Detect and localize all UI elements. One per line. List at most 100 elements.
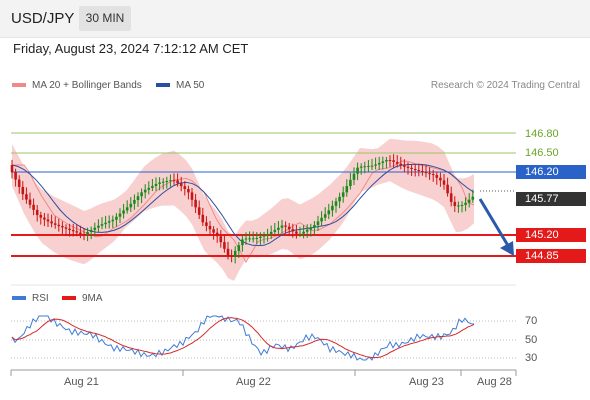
candle-body: [262, 235, 266, 237]
candle-body: [133, 200, 136, 204]
candle-body: [230, 255, 233, 257]
rsi-tick-70: 70: [525, 315, 538, 327]
candle-body: [194, 199, 197, 208]
candle-body: [457, 205, 460, 207]
candle-body: [338, 196, 341, 202]
rsi-ma-swatch: [62, 296, 76, 301]
candle-body: [169, 180, 172, 182]
candle-body: [89, 229, 93, 233]
level-label-r2: 146.80: [525, 128, 559, 140]
candle-body: [273, 229, 277, 232]
candle-body: [323, 214, 327, 218]
candle-body: [79, 232, 82, 234]
candle-body: [53, 223, 57, 225]
candle-body: [467, 199, 471, 203]
candle-body: [417, 169, 421, 171]
legend-bollinger: MA 20 + Bollinger Bands: [12, 80, 142, 91]
candle-body: [39, 214, 43, 218]
candle-body: [403, 165, 406, 167]
candle-body: [266, 233, 269, 236]
candle-body: [464, 202, 467, 206]
candle-body: [35, 209, 39, 215]
candle-body: [309, 227, 313, 230]
level-tag-pivot: 146.20: [516, 165, 586, 179]
candlesticks: [10, 154, 475, 264]
candle-body: [392, 160, 395, 162]
timeframe-button[interactable]: 30 MIN: [79, 6, 131, 31]
candle-body: [111, 219, 115, 222]
x-label-aug21: Aug 21: [64, 376, 99, 388]
candle-body: [179, 183, 183, 187]
symbol-label: USD/JPY: [11, 10, 75, 27]
candle-body: [201, 214, 205, 223]
candle-body: [71, 230, 75, 232]
candle-body: [302, 231, 305, 234]
candle-body: [46, 219, 50, 222]
candle-body: [68, 228, 71, 231]
candle-body: [295, 231, 298, 234]
candle-body: [269, 231, 273, 234]
bollinger-band-area: [12, 138, 474, 281]
candle-body: [97, 225, 100, 228]
legend-ma50: MA 50: [156, 80, 204, 91]
rsi-tick-50: 50: [525, 334, 538, 346]
legend-rsi-label: RSI: [32, 293, 49, 304]
chart-credit: Research © 2024 Trading Central: [430, 80, 580, 91]
x-label-aug23: Aug 23: [409, 376, 444, 388]
candle-body: [50, 221, 53, 224]
candle-body: [287, 226, 291, 230]
candle-body: [100, 224, 104, 226]
candle-body: [367, 165, 370, 167]
candle-body: [86, 232, 89, 235]
legend-rsi: RSI: [12, 293, 49, 304]
candle-body: [176, 180, 179, 184]
candle-body: [406, 166, 410, 168]
forecast-arrow-head: [500, 241, 514, 256]
candle-body: [471, 196, 475, 200]
candle-body: [413, 168, 417, 170]
x-label-aug22: Aug 22: [236, 376, 271, 388]
candle-body: [161, 181, 165, 183]
candle-body: [421, 170, 424, 173]
candle-body: [298, 233, 302, 235]
x-label-aug28: Aug 28: [477, 376, 512, 388]
candle-body: [10, 165, 14, 173]
candle-body: [183, 186, 187, 190]
candle-body: [93, 227, 97, 230]
candle-body: [151, 185, 154, 188]
candle-body: [197, 207, 201, 215]
candle-body: [104, 222, 107, 225]
candle-body: [277, 227, 280, 230]
candle-body: [424, 172, 428, 174]
candle-body: [385, 160, 388, 162]
candle-body: [316, 221, 320, 225]
candle-body: [435, 175, 439, 178]
candle-body: [14, 172, 17, 180]
bollinger-swatch: [12, 83, 26, 88]
level-tag-s1: 145.20: [516, 228, 586, 242]
candle-body: [345, 186, 349, 193]
rsi-line: [11, 315, 475, 361]
candle-body: [439, 177, 442, 181]
candle-body: [115, 216, 118, 220]
candle-body: [428, 173, 431, 175]
rsi-swatch: [12, 296, 26, 301]
candle-body: [399, 163, 403, 166]
legend-ma50-label: MA 50: [176, 80, 205, 91]
candle-body: [280, 225, 284, 228]
candle-body: [320, 217, 323, 222]
candle-body: [453, 201, 457, 206]
candle-body: [107, 221, 111, 223]
candle-body: [208, 225, 212, 230]
candle-body: [118, 213, 122, 217]
candle-body: [140, 192, 143, 197]
rsi-ma-polyline: [11, 317, 475, 359]
candle-body: [284, 225, 287, 227]
candle-body: [341, 192, 345, 197]
candle-body: [248, 238, 251, 240]
candle-body: [143, 189, 147, 193]
candle-body: [442, 180, 446, 185]
legend-rsi-ma-label: 9MA: [82, 293, 103, 304]
candle-body: [154, 183, 158, 186]
candle-body: [370, 165, 374, 167]
